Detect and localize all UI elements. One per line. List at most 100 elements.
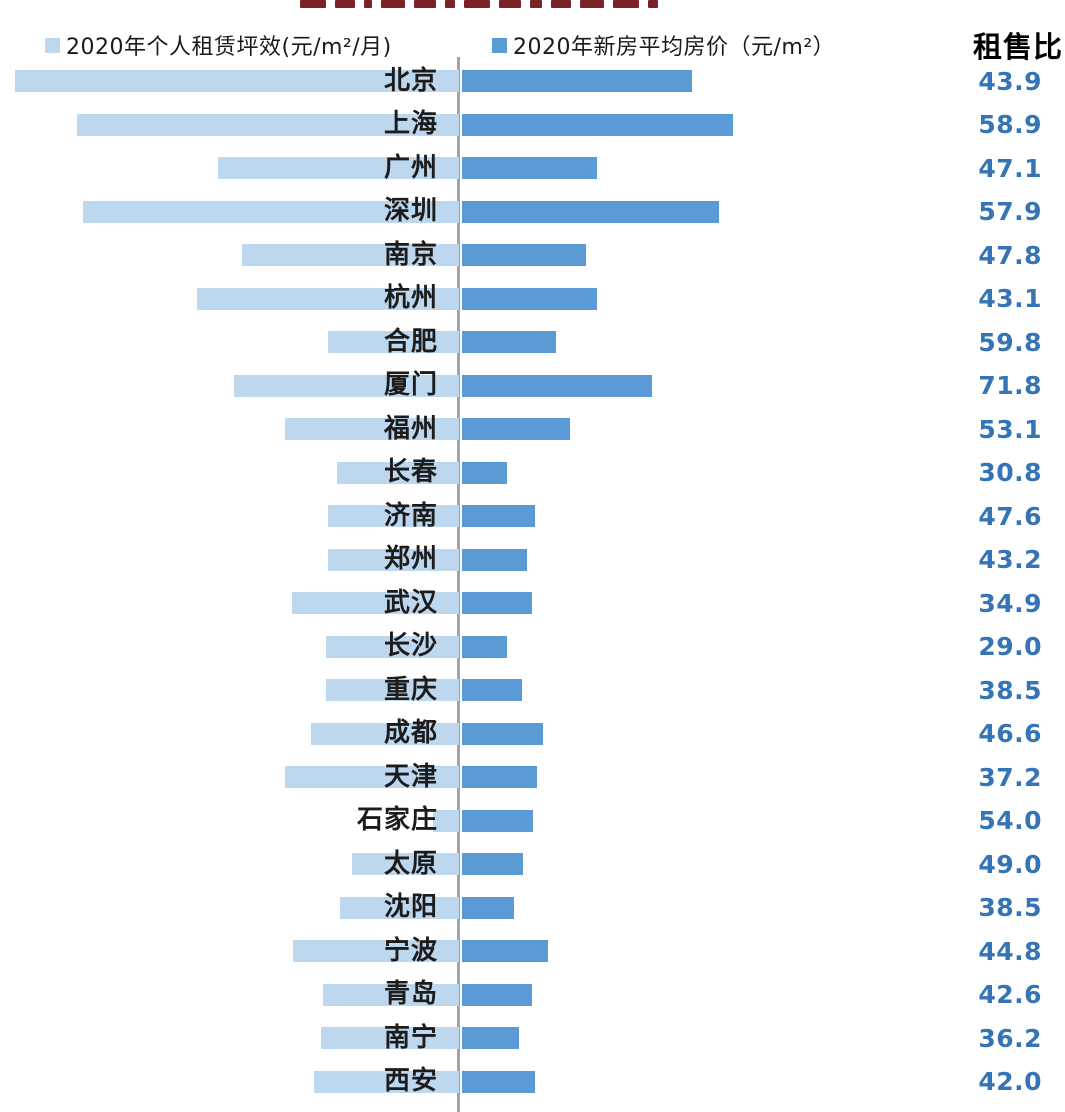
ratio-value: 46.6	[978, 719, 1042, 748]
price-bar	[461, 635, 508, 658]
ratio-value: 44.8	[978, 936, 1042, 966]
rent-bar	[285, 418, 459, 440]
cropped-title-glyph-fragment	[414, 0, 436, 8]
cropped-title-glyph-fragment	[300, 0, 326, 8]
ratio-value: 71.8	[978, 371, 1042, 400]
price-bar	[461, 853, 523, 875]
city-label: 郑州	[383, 544, 438, 574]
price-bar	[461, 505, 535, 527]
rent-bar	[77, 113, 459, 136]
rent-bar	[83, 200, 459, 223]
city-label: 宁波	[383, 935, 438, 966]
cropped-title-glyph-fragment	[464, 0, 490, 8]
city-label: 深圳	[383, 196, 438, 226]
cropped-title-glyph-fragment	[613, 0, 639, 8]
ratio-value: 54.0	[978, 806, 1042, 835]
rent-bar	[336, 461, 459, 484]
price-bar	[461, 113, 733, 136]
price-bar	[461, 374, 652, 397]
ratio-value: 59.8	[978, 327, 1042, 357]
center-axis-line	[457, 57, 460, 1112]
price-bar	[461, 1070, 535, 1093]
rent-bar	[323, 983, 459, 1006]
price-bar	[461, 592, 532, 614]
ratio-value: 42.6	[978, 980, 1042, 1009]
rent-bar	[14, 70, 459, 92]
price-bar	[461, 331, 556, 353]
cropped-title-glyph-fragment	[648, 0, 658, 8]
price-bar	[461, 287, 598, 310]
city-label: 厦门	[383, 370, 438, 400]
legend-label-price: 2020年新房平均房价（元/m²）	[513, 35, 836, 60]
cropped-title-glyph-fragment	[364, 0, 372, 8]
city-label: 济南	[383, 500, 438, 531]
city-label: 长沙	[383, 631, 438, 661]
city-label: 南京	[383, 239, 438, 270]
ratio-value: 43.2	[978, 545, 1042, 574]
city-label: 合肥	[383, 326, 438, 357]
cropped-title-glyph-fragment	[551, 0, 571, 8]
cropped-title-glyph-fragment	[499, 0, 521, 8]
price-bar	[461, 244, 586, 266]
rent-bar	[217, 157, 459, 179]
price-bar	[461, 896, 514, 919]
city-label: 北京	[383, 65, 438, 96]
price-bar	[461, 679, 522, 701]
price-bar	[461, 766, 537, 788]
city-label: 杭州	[383, 283, 438, 313]
price-bar	[461, 983, 532, 1006]
rent-bar	[351, 853, 459, 875]
price-bar	[461, 418, 571, 440]
ratio-value: 42.0	[978, 1067, 1042, 1096]
cropped-title-glyph-fragment	[580, 0, 604, 8]
ratio-value: 47.6	[978, 501, 1042, 531]
rent-bar	[313, 1070, 459, 1093]
rent-bar	[293, 940, 459, 962]
price-bar	[461, 70, 692, 92]
cropped-title-fragments	[300, 0, 658, 9]
legend-label-rent: 2020年个人租赁坪效(元/m²/月)	[66, 35, 392, 60]
city-label: 南宁	[383, 1022, 438, 1053]
city-label: 太原	[383, 848, 438, 879]
ratio-column-header: 租售比	[972, 30, 1063, 64]
city-label: 重庆	[383, 674, 438, 705]
rent-bar	[326, 635, 459, 658]
ratio-value: 36.2	[978, 1023, 1042, 1053]
city-label: 福州	[383, 413, 438, 444]
city-label: 广州	[383, 152, 438, 183]
rent-bar	[233, 374, 459, 397]
ratio-value: 43.1	[978, 284, 1042, 313]
rent-bar	[432, 809, 459, 832]
rent-bar	[327, 505, 459, 527]
legend-item-price: 2020年新房平均房价（元/m²）	[492, 30, 835, 60]
city-label: 武汉	[383, 587, 438, 618]
ratio-value: 49.0	[978, 849, 1042, 879]
ratio-value: 38.5	[978, 675, 1042, 705]
rent-bar	[340, 896, 459, 919]
ratio-value: 53.1	[978, 414, 1042, 444]
city-label: 沈阳	[383, 892, 438, 922]
price-bar	[461, 940, 549, 962]
cropped-title-glyph-fragment	[530, 0, 542, 8]
rent-bar	[320, 1027, 459, 1049]
cropped-title-glyph-fragment	[381, 0, 405, 8]
city-label: 上海	[383, 109, 438, 139]
rent-bar	[310, 722, 459, 745]
ratio-value: 58.9	[978, 110, 1042, 139]
ratio-value: 34.9	[978, 588, 1042, 618]
rent-bar	[292, 592, 459, 614]
price-bar	[461, 1027, 520, 1049]
city-label: 成都	[383, 718, 438, 748]
ratio-value: 57.9	[978, 197, 1042, 226]
city-label: 长春	[383, 457, 438, 487]
rent-bar	[327, 548, 459, 571]
city-label: 西安	[383, 1066, 438, 1096]
ratio-value: 47.8	[978, 240, 1042, 270]
ratio-value: 29.0	[978, 632, 1042, 661]
ratio-value: 30.8	[978, 458, 1042, 487]
cropped-title-glyph-fragment	[335, 0, 355, 8]
price-bar	[461, 548, 527, 571]
price-bar	[461, 200, 720, 223]
price-bar	[461, 722, 543, 745]
city-label: 天津	[383, 761, 438, 792]
